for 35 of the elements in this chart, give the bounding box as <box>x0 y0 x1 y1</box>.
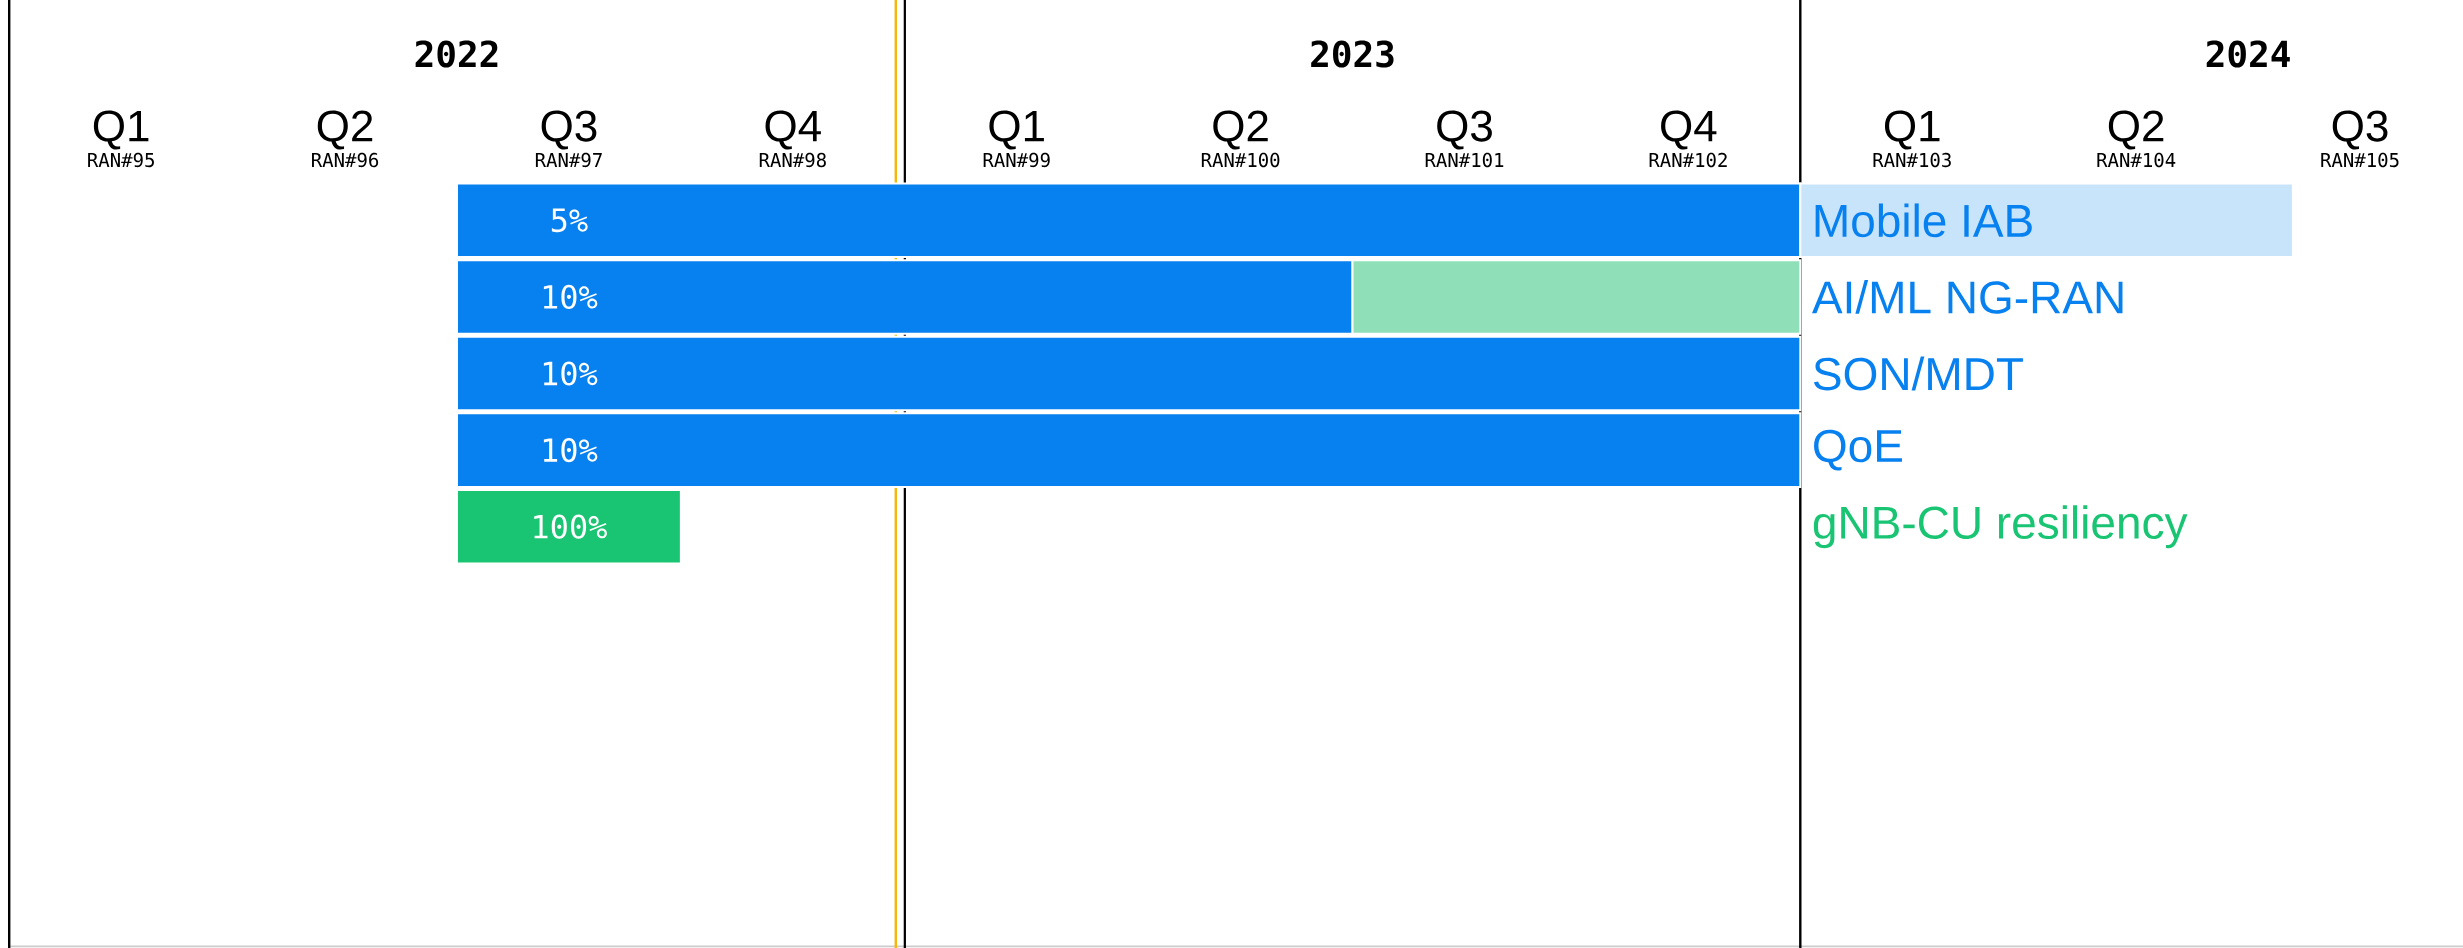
annotation: 10% <box>543 438 598 463</box>
annotation: 10% <box>543 284 598 309</box>
text: Q2 <box>1213 110 1268 150</box>
text: RAN#101 <box>1425 152 1504 168</box>
text: RAN#100 <box>1201 152 1280 168</box>
annotation: 5% <box>551 208 588 233</box>
text: RAN#104 <box>2097 152 2176 168</box>
text: RAN#102 <box>1649 152 1727 168</box>
text: Q3 <box>1437 110 1492 150</box>
y-tick-label: SON/MDT <box>1813 356 2023 391</box>
y-tick-label: AI/ML NG-RAN <box>1811 280 2123 314</box>
text: Q3 <box>541 110 597 150</box>
text: RAN#105 <box>2321 152 2399 168</box>
text: Q1 <box>989 110 1044 150</box>
text: RAN#96 <box>312 152 379 168</box>
text: Q2 <box>317 110 373 150</box>
text: RAN#97 <box>535 152 602 168</box>
x-tick-label: 2022 <box>415 40 498 68</box>
text: RAN#98 <box>759 152 826 168</box>
y-tick-label: QoE <box>1814 429 1902 471</box>
annotation: 10% <box>543 361 598 386</box>
text: Q2 <box>2108 110 2164 150</box>
annotation: 100% <box>534 514 607 539</box>
text: Q1 <box>93 110 149 150</box>
text: Q4 <box>765 110 821 150</box>
text: Q3 <box>2332 110 2388 150</box>
y-tick-label: Mobile IAB <box>1815 203 2032 238</box>
y-tick-label: gNB-CU resiliency <box>1813 505 2188 549</box>
x-tick-label: 2023 <box>1311 40 1394 68</box>
text: RAN#99 <box>983 152 1050 168</box>
x-tick-label: 2024 <box>2206 40 2290 68</box>
text: Q1 <box>1884 110 1940 150</box>
text: RAN#103 <box>1873 152 1951 168</box>
text: RAN#95 <box>88 152 154 168</box>
text: Q4 <box>1661 110 1717 150</box>
